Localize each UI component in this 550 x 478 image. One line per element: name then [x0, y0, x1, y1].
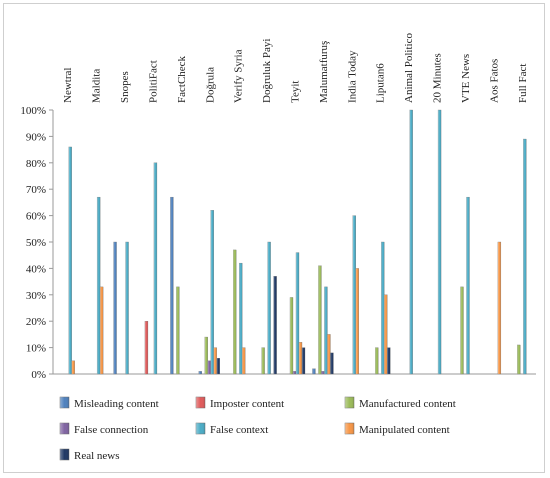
bar-shade	[233, 249, 237, 374]
category-label-factcheck: FactCheck	[176, 55, 188, 103]
category-label-dogruluk-payi: Doğruluk Payi	[261, 39, 273, 103]
bar-shade	[324, 286, 328, 374]
legend-label-manipulated-content: Manipulated content	[359, 424, 450, 436]
y-tick-label: 50%	[26, 237, 46, 249]
y-tick-label: 100%	[20, 105, 46, 117]
bar-shade	[144, 321, 148, 374]
bar-shade	[318, 265, 322, 374]
chart-frame	[3, 3, 545, 473]
y-tick-label: 40%	[26, 263, 46, 275]
bar-shade	[381, 242, 385, 374]
legend-swatch-shade	[196, 397, 205, 408]
bar-shade	[267, 242, 271, 374]
bar-shade	[293, 371, 296, 374]
y-axis: 0% 10% 20% 30% 40% 50% 60% 70% 80% 90% 100%	[20, 105, 536, 381]
legend-label-imposter-content: Imposter content	[210, 398, 284, 410]
y-tick-label: 20%	[26, 316, 46, 328]
bar-shade	[375, 347, 379, 374]
bar-shade	[273, 276, 277, 374]
bar-shade	[321, 371, 325, 374]
legend-label-misleading-content: Misleading content	[74, 398, 159, 410]
bar-shade	[352, 215, 356, 374]
category-label-politifact: PolitiFact	[147, 60, 159, 103]
bar-shade	[327, 334, 331, 374]
bar-shade	[213, 347, 217, 374]
legend-swatch-shade	[345, 397, 354, 408]
bar-shade	[312, 368, 316, 374]
y-tick-label: 0%	[31, 369, 46, 381]
bar-shade	[497, 242, 501, 374]
bar-shade	[113, 242, 117, 374]
category-label-newtral: Newtral	[62, 68, 74, 103]
bar-shade	[290, 297, 293, 374]
category-label-liputan6: Liputan6	[375, 63, 387, 103]
category-label-dogrula: Doğrula	[204, 67, 216, 103]
legend-swatch-shade	[60, 423, 69, 434]
category-labels: Newtral Maldita Snopes PolitiFact FactCheck D…	[62, 33, 529, 103]
legend-swatch-shade	[60, 397, 69, 408]
y-tick-label: 10%	[26, 343, 46, 355]
bars	[68, 109, 527, 375]
legend-swatch-shade	[196, 423, 205, 434]
y-tick-label: 70%	[26, 184, 46, 196]
bar-shade	[176, 286, 180, 374]
legend-label-false-connection: False connection	[74, 424, 149, 436]
bar-shade	[198, 371, 202, 374]
bar-shade	[438, 110, 442, 374]
bar-shade	[242, 347, 246, 374]
y-tick-label: 80%	[26, 158, 46, 170]
bar-shade	[299, 342, 302, 374]
bar-shade	[296, 252, 299, 374]
bar-shade	[384, 294, 388, 374]
category-label-full-fact: Full Fact	[517, 64, 529, 103]
bar-shade	[355, 268, 359, 374]
category-label-vte-news: VTE News	[460, 54, 472, 103]
bar-shade	[71, 360, 75, 374]
category-label-snopes: Snopes	[119, 71, 131, 103]
bar-shade	[387, 347, 391, 374]
category-label-maldita: Maldita	[91, 69, 103, 103]
bar-shade	[100, 286, 104, 374]
bar-shade	[153, 162, 157, 374]
bar-shade	[216, 358, 220, 374]
bar-shade	[409, 110, 413, 374]
bar-shade	[523, 139, 527, 374]
category-label-animal-politico: Animal Politico	[403, 33, 415, 103]
bar-shade	[68, 146, 72, 374]
category-label-india-today: India Today	[346, 50, 358, 103]
bar-shade	[239, 263, 243, 374]
bar-shade	[170, 197, 174, 374]
bar-shade	[125, 242, 129, 374]
legend-swatch-shade	[345, 423, 354, 434]
bar-shade	[302, 347, 305, 374]
bar-shade	[97, 197, 101, 374]
legend-label-real-news: Real news	[74, 450, 120, 462]
category-label-teyit: Teyit	[290, 81, 302, 103]
legend-swatch-shade	[60, 449, 69, 460]
bar-shade	[261, 347, 265, 374]
bar-shade	[466, 197, 470, 374]
legend-label-false-context: False context	[210, 424, 268, 436]
bar-shade	[204, 337, 208, 374]
category-label-malumatfurus: Malumatfuruş	[318, 41, 330, 103]
category-label-verify-syria: Verify Syria	[233, 49, 245, 103]
category-label-aos-fatos: Aos Fatos	[488, 59, 500, 103]
y-tick-label: 90%	[26, 131, 46, 143]
bar-shade	[330, 352, 334, 374]
y-tick-label: 30%	[26, 290, 46, 302]
y-tick-label: 60%	[26, 211, 46, 223]
legend: Misleading content Imposter content Manufa…	[59, 396, 456, 462]
bar-shade	[207, 360, 211, 374]
bar-shade	[460, 286, 464, 374]
bar-shade	[517, 344, 521, 374]
legend-label-manufactured-content: Manufactured content	[359, 398, 456, 410]
bar-shade	[210, 210, 214, 374]
category-label-20-minutes: 20 Minutes	[432, 53, 444, 103]
